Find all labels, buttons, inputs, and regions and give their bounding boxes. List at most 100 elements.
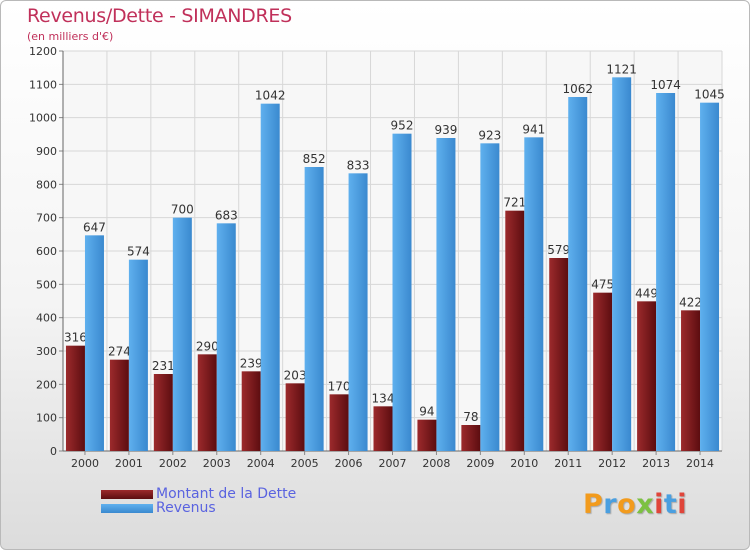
data-label: 316 xyxy=(64,331,87,345)
data-label: 647 xyxy=(83,220,106,234)
logo-letter: r xyxy=(603,489,618,520)
data-label: 574 xyxy=(127,245,150,259)
bar-revenus xyxy=(524,137,544,452)
bar-dette xyxy=(153,374,173,451)
bar-dette xyxy=(329,394,349,451)
chart-subtitle: (en milliers d'€) xyxy=(27,30,114,43)
x-tick-label: 2004 xyxy=(247,457,275,470)
data-label: 683 xyxy=(215,208,238,222)
bar-dette xyxy=(637,301,657,451)
x-tick-label: 2001 xyxy=(115,457,143,470)
x-tick-label: 2010 xyxy=(510,457,538,470)
x-tick-label: 2005 xyxy=(291,457,319,470)
x-tick-label: 2002 xyxy=(159,457,187,470)
data-label: 833 xyxy=(347,158,370,172)
legend-swatch-revenus xyxy=(101,504,153,513)
bar-dette xyxy=(505,210,525,451)
bar-dette xyxy=(681,310,701,451)
data-label: 700 xyxy=(171,203,194,217)
bar-revenus xyxy=(392,133,412,451)
bar-revenus xyxy=(304,167,324,451)
x-tick-label: 2012 xyxy=(598,457,626,470)
logo-letter: i xyxy=(677,489,688,520)
x-tick-label: 2009 xyxy=(466,457,494,470)
bar-revenus xyxy=(216,223,236,451)
bar-dette xyxy=(109,359,129,451)
chart-title: Revenus/Dette - SIMANDRES xyxy=(27,5,292,27)
x-tick-label: 2000 xyxy=(71,457,99,470)
data-label: 939 xyxy=(434,123,457,137)
bar-revenus xyxy=(656,93,676,451)
data-label: 1045 xyxy=(694,88,725,102)
x-tick-label: 2011 xyxy=(554,457,582,470)
bar-revenus xyxy=(128,259,148,451)
bar-dette xyxy=(373,406,393,451)
data-label: 1062 xyxy=(562,82,593,96)
y-tick-label: 600 xyxy=(36,245,57,258)
data-label: 941 xyxy=(522,122,545,136)
bar-dette xyxy=(593,292,613,451)
logo-letter: P xyxy=(583,489,604,520)
y-tick-label: 1100 xyxy=(29,78,57,91)
data-label: 78 xyxy=(463,410,478,424)
data-label: 1074 xyxy=(650,78,681,92)
data-label: 721 xyxy=(503,196,526,210)
bar-dette xyxy=(65,345,85,451)
bar-revenus xyxy=(612,77,632,451)
bar-dette xyxy=(241,371,261,451)
data-label: 274 xyxy=(108,345,131,359)
data-label: 852 xyxy=(303,152,326,166)
logo-letter: i xyxy=(654,489,664,520)
y-tick-label: 200 xyxy=(36,378,57,391)
data-label: 422 xyxy=(679,295,702,309)
data-label: 203 xyxy=(284,368,307,382)
bar-dette xyxy=(197,354,217,451)
data-label: 449 xyxy=(635,286,658,300)
data-label: 290 xyxy=(196,339,219,353)
y-tick-label: 300 xyxy=(36,345,57,358)
bar-dette xyxy=(285,383,305,451)
bar-revenus xyxy=(480,143,500,452)
x-tick-label: 2007 xyxy=(379,457,407,470)
bar-revenus xyxy=(568,97,588,451)
x-tick-label: 2014 xyxy=(686,457,714,470)
data-label: 952 xyxy=(391,119,414,133)
data-label: 475 xyxy=(591,278,614,292)
data-label: 231 xyxy=(152,359,175,373)
y-tick-label: 0 xyxy=(50,445,57,458)
data-label: 1121 xyxy=(606,62,637,76)
logo-letter: o xyxy=(617,489,637,520)
y-tick-label: 400 xyxy=(36,312,57,325)
x-tick-label: 2013 xyxy=(642,457,670,470)
bar-revenus xyxy=(84,235,104,451)
y-tick-label: 1000 xyxy=(29,112,57,125)
bar-revenus xyxy=(348,173,368,452)
bar-revenus xyxy=(436,138,456,451)
bar-revenus xyxy=(172,217,192,451)
legend-label-dette: Montant de la Dette xyxy=(156,486,297,502)
data-label: 1042 xyxy=(255,89,286,103)
bar-dette xyxy=(549,258,569,451)
y-tick-label: 100 xyxy=(36,412,57,425)
x-tick-label: 2008 xyxy=(422,457,450,470)
y-tick-label: 500 xyxy=(36,278,57,291)
y-tick-label: 900 xyxy=(36,145,57,158)
data-label: 239 xyxy=(240,356,263,370)
bar-dette xyxy=(417,419,437,451)
x-tick-label: 2006 xyxy=(335,457,363,470)
y-tick-label: 700 xyxy=(36,212,57,225)
logo-letter: x xyxy=(636,489,655,520)
bar-dette xyxy=(461,425,481,451)
data-label: 94 xyxy=(419,405,434,419)
data-label: 579 xyxy=(547,243,570,257)
y-tick-label: 1200 xyxy=(29,45,57,58)
data-label: 923 xyxy=(478,128,501,142)
logo-letter: t xyxy=(663,489,678,520)
bar-revenus xyxy=(700,102,720,452)
data-label: 170 xyxy=(328,379,351,393)
legend-label-revenus: Revenus xyxy=(156,500,216,516)
data-label: 134 xyxy=(372,391,395,405)
legend-swatch-dette xyxy=(101,490,153,499)
